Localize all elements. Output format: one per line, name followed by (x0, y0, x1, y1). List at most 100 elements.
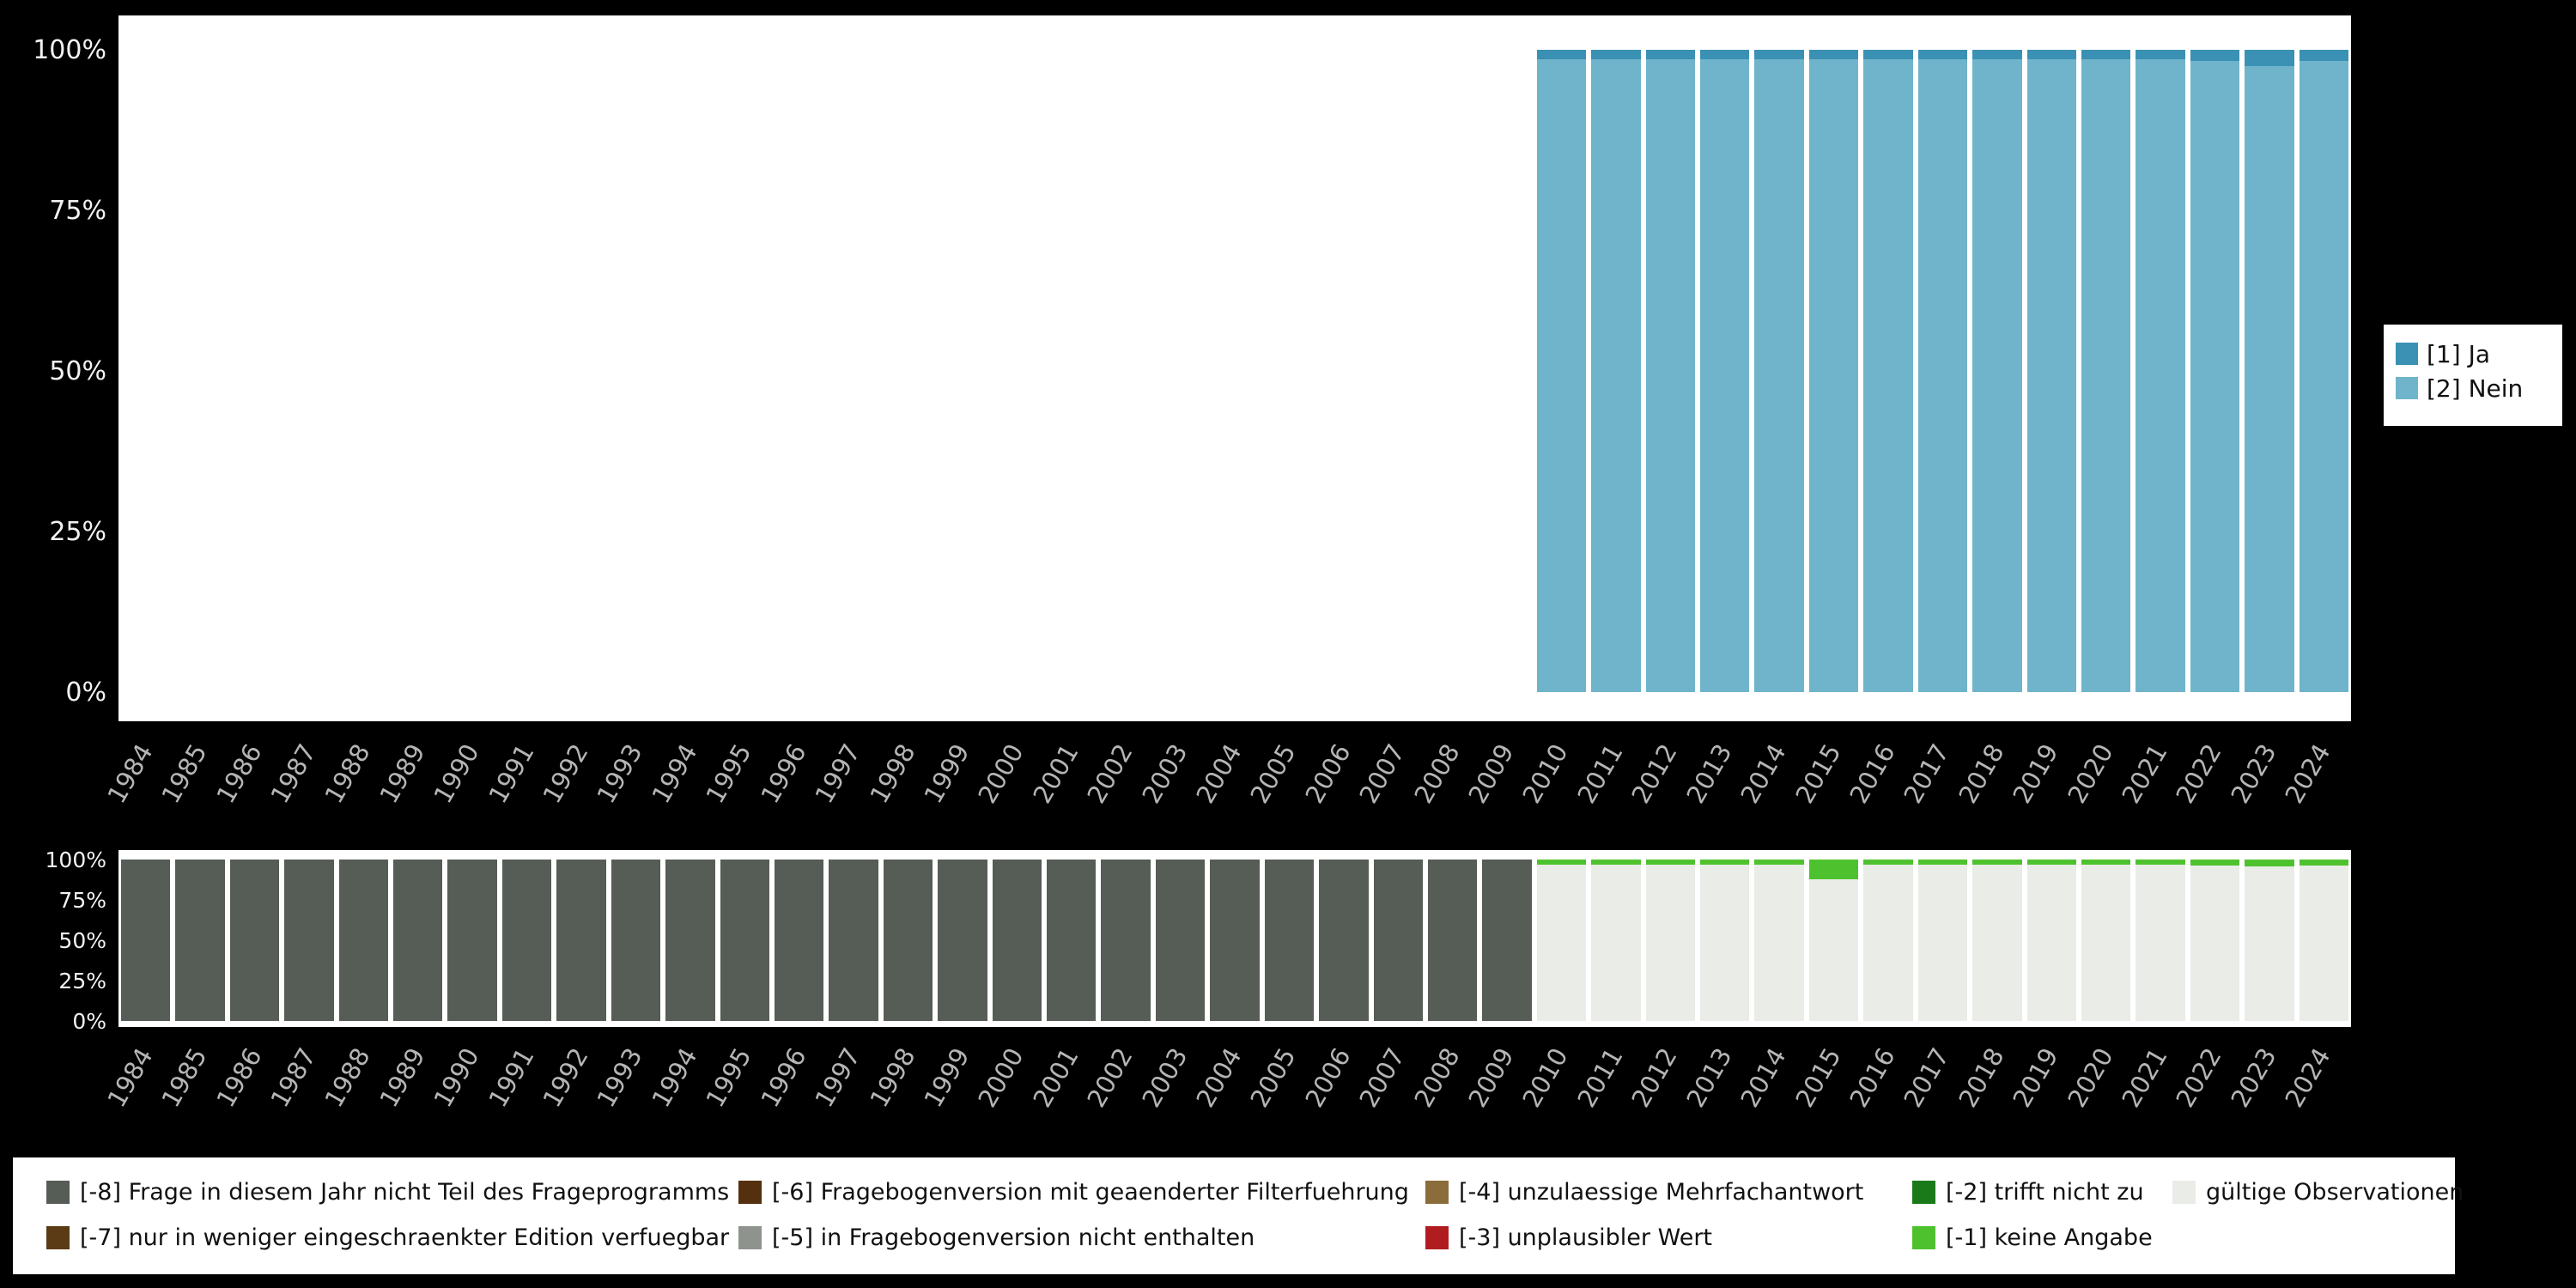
bar-segment-neg8 (393, 860, 443, 1021)
y-axis-tick-label: 100% (33, 34, 106, 65)
y-axis-tick-label: 0% (65, 677, 106, 708)
bar-segment-neg8 (720, 860, 769, 1021)
bar-segment-nein (2299, 61, 2348, 692)
legend-color-swatch (46, 1180, 70, 1204)
bar-segment-ja (2299, 50, 2348, 62)
bar-segment-neg8 (611, 860, 661, 1021)
bar-segment-neg1 (2299, 860, 2348, 866)
legend-color-swatch (1425, 1225, 1449, 1249)
y-axis-tick-label: 50% (58, 927, 106, 953)
y-axis-tick-label: 25% (49, 516, 106, 547)
bar-segment-ja (1754, 50, 1804, 60)
bar-segment-neg1 (2136, 860, 2185, 866)
legend-label: [-3] unplausibler Wert (1459, 1224, 1713, 1251)
y-axis-tick-label: 25% (58, 968, 106, 993)
y-axis-tick-label: 75% (58, 887, 106, 913)
legend-label: [2] Nein (2427, 374, 2524, 403)
bar-segment-valid (1536, 865, 1587, 1021)
bar-segment-neg8 (1319, 860, 1369, 1021)
legend-color-swatch (738, 1225, 762, 1249)
missing-legend-item: [-7] nur in weniger eingeschraenkter Edi… (46, 1224, 729, 1251)
bar-segment-valid (1754, 865, 1804, 1021)
legend-item: [1] Ja (2396, 337, 2562, 371)
bar-segment-valid (1645, 865, 1696, 1021)
missing-legend-item: [-2] trifft nicht zu (1912, 1178, 2144, 1206)
bar-segment-nein (2136, 59, 2185, 692)
bar-segment-neg1 (1863, 860, 1913, 866)
bar-segment-neg8 (1101, 860, 1151, 1021)
bar-segment-neg8 (774, 860, 824, 1021)
bar-segment-valid (1972, 865, 2022, 1021)
bar-segment-nein (2081, 59, 2131, 692)
bar-segment-neg8 (447, 860, 497, 1021)
legend-color-swatch (2396, 343, 2418, 365)
bar-segment-neg8 (992, 860, 1042, 1021)
bar-segment-ja (1808, 50, 1859, 60)
legend-label: [-2] trifft nicht zu (1946, 1178, 2144, 1206)
legend-color-swatch (2396, 377, 2418, 399)
bar-segment-nein (1536, 59, 1587, 692)
bar-segment-neg8 (1264, 860, 1315, 1021)
bar-segment-valid (2299, 865, 2348, 1021)
bar-segment-neg1 (2190, 860, 2240, 866)
frequency-chart-panel (118, 15, 2351, 721)
bar-segment-valid (1591, 865, 1641, 1021)
missing-legend-item: [-1] keine Angabe (1912, 1224, 2153, 1251)
bar-segment-ja (1700, 50, 1750, 60)
legend-color-swatch (2172, 1180, 2196, 1204)
bar-segment-neg1 (1754, 860, 1804, 866)
bar-segment-nein (2190, 61, 2240, 692)
bar-segment-neg1 (1972, 860, 2022, 866)
bar-segment-ja (2190, 50, 2240, 62)
bar-segment-ja (1972, 50, 2022, 60)
legend-label: [1] Ja (2427, 339, 2490, 368)
bar-segment-nein (1591, 59, 1641, 692)
missing-legend-item: [-4] unzulaessige Mehrfachantwort (1425, 1179, 1863, 1206)
bar-segment-ja (2026, 50, 2076, 60)
bar-segment-nein (2026, 59, 2076, 692)
bar-segment-ja (2136, 50, 2185, 60)
bar-segment-neg1 (1808, 860, 1859, 879)
bar-segment-neg8 (229, 860, 280, 1021)
legend-label: [-8] Frage in diesem Jahr nicht Teil des… (80, 1178, 730, 1206)
legend-label: [-6] Fragebogenversion mit geaenderter F… (772, 1178, 1409, 1206)
missing-legend-item: [-8] Frage in diesem Jahr nicht Teil des… (46, 1178, 730, 1206)
bar-segment-valid (1917, 865, 1968, 1021)
bar-segment-nein (2245, 65, 2294, 692)
missing-values-chart-panel (118, 850, 2351, 1027)
bar-segment-neg8 (121, 860, 171, 1021)
legend-color-swatch (46, 1225, 70, 1249)
bar-segment-neg1 (1700, 860, 1750, 866)
y-axis-tick-label: 0% (72, 1008, 106, 1034)
missing-legend-item: [-3] unplausibler Wert (1425, 1224, 1713, 1251)
legend-color-swatch (738, 1180, 762, 1204)
frequency-legend: [1] Ja [2] Nein (2384, 325, 2562, 426)
bar-segment-nein (1754, 59, 1804, 692)
bar-segment-valid (2190, 865, 2240, 1021)
bar-segment-ja (1645, 50, 1696, 60)
bar-segment-neg8 (1373, 860, 1423, 1021)
bar-segment-nein (1700, 59, 1750, 692)
bar-segment-neg1 (2245, 860, 2294, 866)
bar-segment-neg1 (2026, 860, 2076, 866)
bar-segment-neg8 (1155, 860, 1206, 1021)
bar-segment-neg8 (175, 860, 225, 1021)
bar-segment-valid (1863, 865, 1913, 1021)
bar-segment-neg8 (501, 860, 552, 1021)
y-axis-tick-label: 75% (49, 195, 106, 226)
legend-label: [-5] in Fragebogenversion nicht enthalte… (772, 1224, 1255, 1251)
bar-segment-valid (1808, 878, 1859, 1021)
y-axis-tick-label: 50% (49, 355, 106, 386)
bar-segment-ja (1917, 50, 1968, 60)
bar-segment-neg8 (883, 860, 933, 1021)
bar-segment-ja (2245, 50, 2294, 66)
bar-segment-neg8 (1482, 860, 1532, 1021)
legend-item: [2] Nein (2396, 371, 2562, 405)
missing-values-legend: [-8] Frage in diesem Jahr nicht Teil des… (13, 1157, 2464, 1274)
bar-segment-neg8 (1427, 860, 1478, 1021)
bar-segment-neg8 (338, 860, 389, 1021)
bar-segment-nein (1808, 59, 1859, 692)
bar-segment-neg8 (284, 860, 334, 1021)
bar-segment-neg8 (665, 860, 715, 1021)
